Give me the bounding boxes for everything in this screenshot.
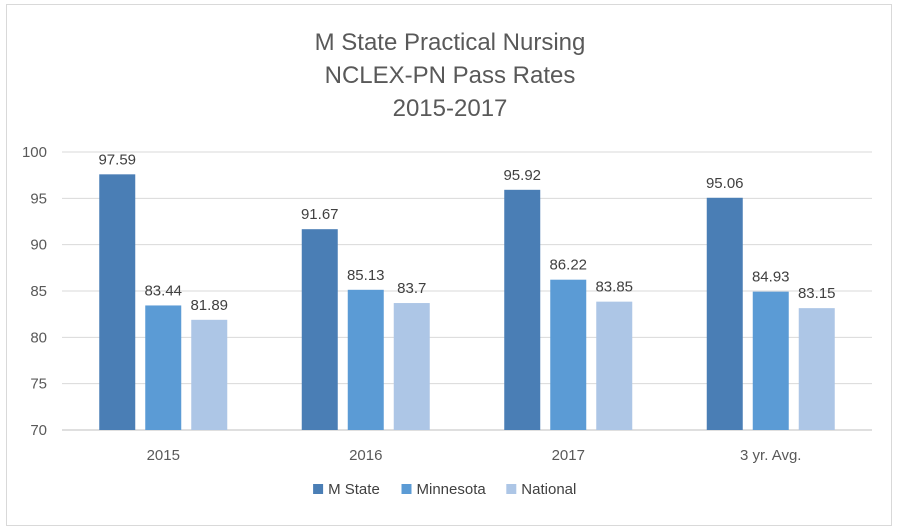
data-label-m-state-1: 91.67 (301, 206, 339, 223)
y-tick-label-80: 80 (30, 329, 47, 346)
bars (99, 174, 835, 430)
chart-frame (6, 4, 892, 526)
data-label-minnesota-2: 86.22 (549, 257, 587, 274)
bar-m-state-0 (99, 174, 136, 430)
legend-swatch-national (506, 484, 517, 494)
legend: M State Minnesota National (313, 481, 576, 498)
y-tick-label-75: 75 (30, 376, 47, 393)
bar-minnesota-3 (752, 291, 789, 430)
chart-title: M State Practical Nursing NCLEX-PN Pass R… (315, 29, 586, 122)
data-label-national-1: 83.7 (397, 280, 426, 297)
x-category-label-3: 3 yr. Avg. (740, 447, 801, 464)
bar-m-state-1 (301, 229, 338, 430)
bar-national-3 (798, 308, 835, 430)
chart-title-line-1: M State Practical Nursing (315, 29, 586, 56)
y-tick-label-85: 85 (30, 283, 47, 300)
legend-swatch-m-state (313, 484, 324, 494)
legend-label-m-state: M State (328, 481, 380, 498)
chart-title-line-3: 2015-2017 (393, 95, 508, 122)
data-label-national-0: 81.89 (190, 297, 228, 314)
data-label-m-state-0: 97.59 (98, 151, 136, 168)
x-category-label-1: 2016 (349, 447, 382, 464)
y-tick-label-95: 95 (30, 190, 47, 207)
data-label-minnesota-0: 83.44 (144, 282, 182, 299)
gridlines (62, 151, 872, 431)
bar-minnesota-2 (550, 279, 587, 430)
bar-national-0 (191, 319, 228, 430)
y-tick-label-90: 90 (30, 237, 47, 254)
bar-minnesota-1 (347, 289, 384, 430)
bar-m-state-3 (706, 197, 743, 430)
x-axis-categories: 2015 2016 2017 3 yr. Avg. (147, 447, 802, 464)
x-category-label-2: 2017 (552, 447, 585, 464)
data-labels: 97.59 83.44 81.89 91.67 85.13 83.7 95.92 86.22 8… (98, 151, 835, 313)
legend-swatch-minnesota (401, 484, 412, 494)
chart-title-line-2: NCLEX-PN Pass Rates (325, 62, 576, 89)
bar-national-1 (393, 303, 430, 430)
data-label-m-state-3: 95.06 (706, 175, 744, 192)
bar-m-state-2 (504, 189, 541, 430)
data-label-national-2: 83.85 (595, 279, 633, 296)
bar-minnesota-0 (145, 305, 182, 430)
y-tick-label-100: 100 (22, 144, 47, 161)
data-label-national-3: 83.15 (798, 285, 836, 302)
x-category-label-0: 2015 (147, 447, 180, 464)
legend-label-minnesota: Minnesota (417, 481, 487, 498)
data-label-m-state-2: 95.92 (503, 167, 541, 184)
legend-label-national: National (521, 481, 576, 498)
bar-national-2 (596, 301, 633, 430)
data-label-minnesota-1: 85.13 (347, 267, 385, 284)
data-label-minnesota-3: 84.93 (752, 269, 790, 286)
y-axis-ticks: 70 75 80 85 90 95 100 (22, 144, 47, 439)
y-tick-label-70: 70 (30, 422, 47, 439)
